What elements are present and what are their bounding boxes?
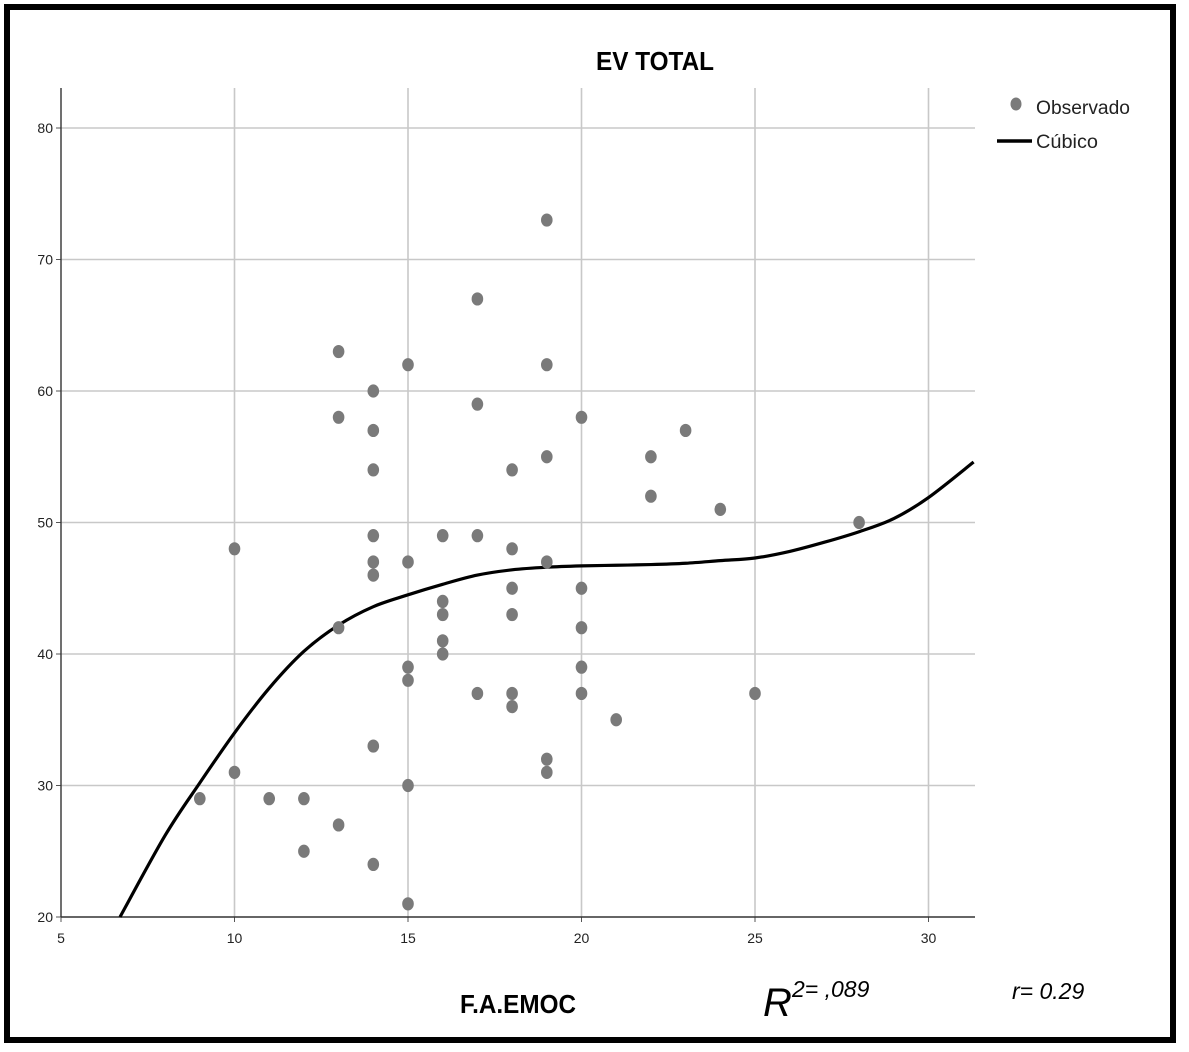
data-point: [367, 739, 380, 753]
y-tick-label: 70: [37, 252, 53, 268]
data-point: [471, 397, 484, 411]
data-point: [436, 594, 449, 609]
x-tick-labels: 5 10 15 20 25 30: [57, 930, 936, 946]
data-point: [263, 792, 276, 806]
data-point: [332, 818, 345, 832]
data-point: [471, 686, 484, 701]
data-point: [749, 686, 761, 701]
y-tick-label: 20: [37, 909, 53, 925]
x-tick-label: 20: [574, 930, 590, 946]
data-point: [541, 555, 553, 569]
data-point: [471, 292, 484, 306]
r-squared-symbol: R: [763, 981, 792, 1025]
data-point: [402, 673, 414, 687]
data-point: [436, 529, 449, 543]
data-point: [402, 660, 414, 674]
correlation-text: r= 0.29: [1012, 978, 1084, 1004]
x-axis-label: F.A.EMOC: [460, 989, 576, 1019]
data-point: [228, 765, 241, 779]
data-point: [853, 515, 865, 530]
data-point: [506, 607, 518, 622]
x-tick-label: 30: [921, 930, 937, 946]
data-point: [402, 778, 414, 793]
data-point: [575, 581, 588, 595]
x-tick-label: 15: [400, 930, 416, 946]
data-point: [402, 555, 414, 569]
data-point: [402, 897, 414, 911]
data-point: [506, 463, 518, 477]
chart-title: EV TOTAL: [596, 46, 714, 76]
data-point: [506, 700, 518, 714]
data-point: [367, 555, 380, 569]
data-point: [402, 358, 414, 372]
x-tick-label: 10: [227, 930, 243, 946]
y-tick-label: 30: [37, 778, 53, 794]
data-point: [506, 581, 518, 595]
data-point: [506, 542, 518, 556]
cubic-fit-curve: [118, 460, 975, 918]
data-point: [575, 660, 588, 674]
data-point: [367, 384, 380, 398]
data-point: [367, 529, 380, 543]
data-point: [367, 463, 380, 477]
data-point: [228, 542, 241, 556]
data-point: [436, 634, 449, 648]
chart-frame: [4, 4, 1176, 1043]
data-point: [367, 568, 380, 582]
data-point: [194, 792, 206, 806]
x-tick-label: 25: [747, 930, 763, 946]
y-tick-label: 80: [37, 120, 53, 136]
data-point: [575, 686, 588, 701]
legend-cubic-label: Cúbico: [1036, 132, 1098, 153]
data-point: [298, 844, 310, 858]
data-point: [575, 410, 588, 424]
data-point: [541, 752, 553, 766]
data-point: [541, 358, 553, 372]
data-point: [541, 765, 553, 779]
y-tick-label: 40: [37, 646, 53, 662]
legend: Observado Cúbico: [997, 97, 1130, 153]
data-point: [714, 502, 727, 516]
data-point: [436, 647, 449, 661]
data-point: [541, 213, 553, 227]
data-point: [367, 857, 380, 872]
y-tick-label: 50: [37, 515, 53, 531]
x-tick-label: 5: [57, 930, 65, 946]
data-point: [471, 529, 484, 543]
data-point: [332, 344, 345, 359]
data-point: [541, 450, 553, 464]
observed-points: [194, 213, 865, 911]
data-point: [367, 423, 380, 438]
axes: [56, 88, 975, 922]
r-squared-value: 2= ,089: [791, 976, 870, 1002]
legend-observed-marker: [1010, 97, 1022, 111]
data-point: [645, 489, 657, 503]
data-point: [332, 621, 345, 635]
legend-observed-label: Observado: [1036, 98, 1130, 119]
data-point: [610, 713, 622, 727]
data-point: [575, 621, 588, 635]
y-tick-labels: 20 30 40 50 60 70 80: [37, 120, 53, 925]
data-point: [436, 607, 449, 622]
data-point: [332, 410, 345, 424]
data-point: [298, 792, 310, 806]
data-point: [679, 423, 692, 438]
data-point: [506, 686, 518, 701]
y-tick-label: 60: [37, 383, 53, 399]
data-point: [645, 450, 657, 464]
